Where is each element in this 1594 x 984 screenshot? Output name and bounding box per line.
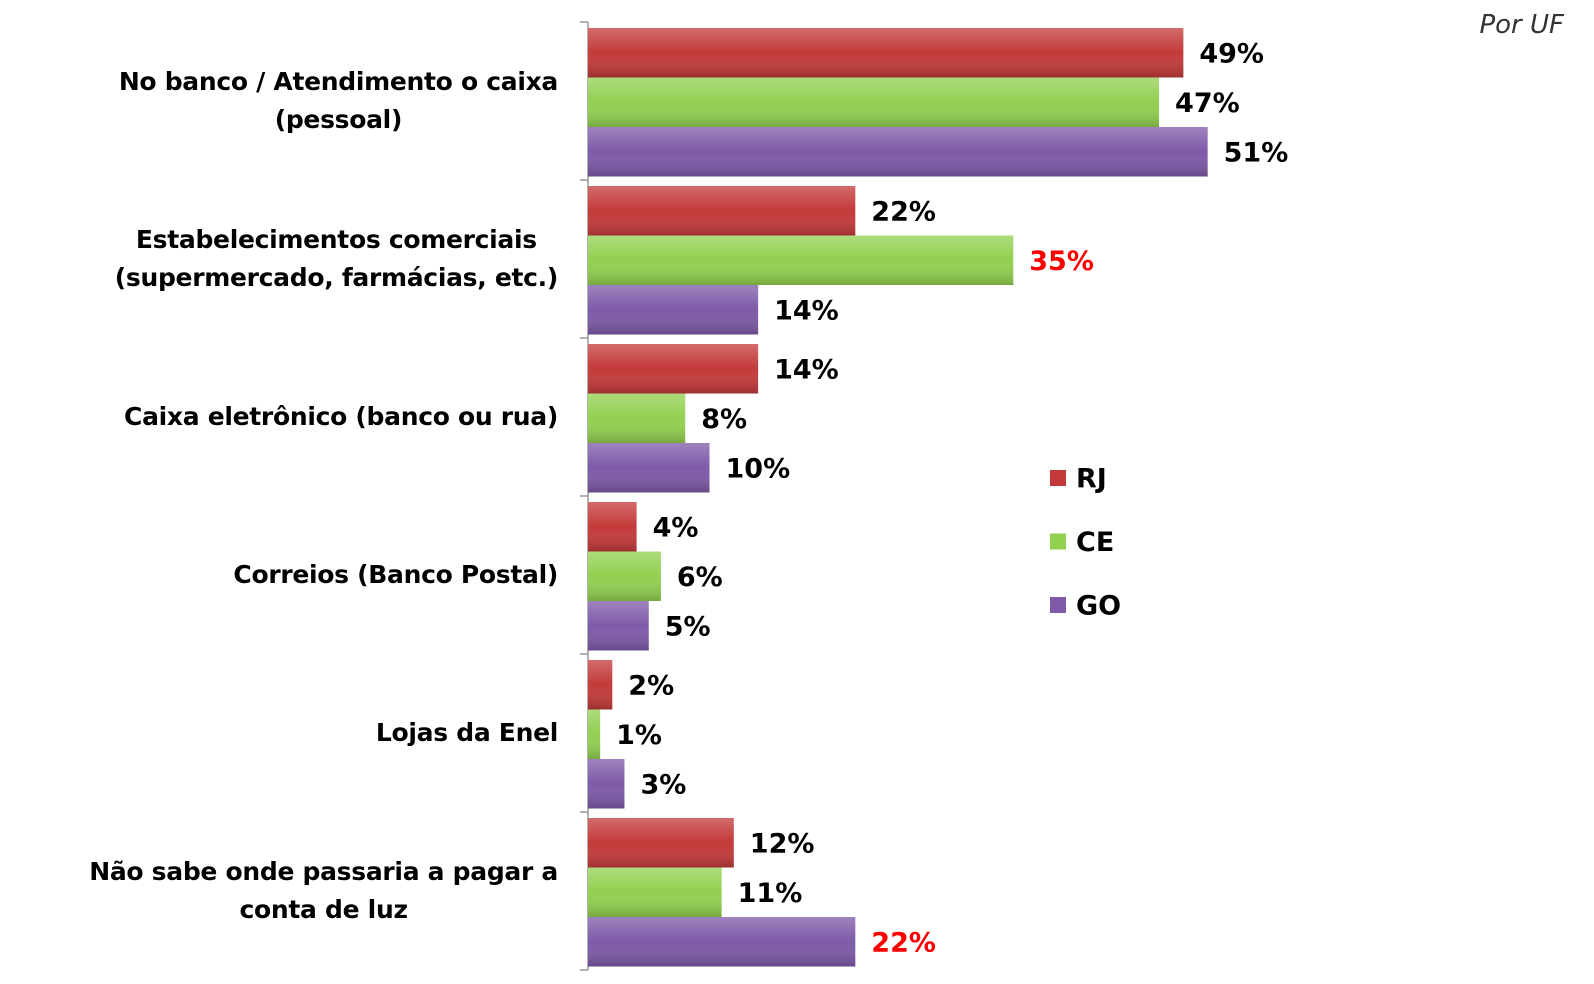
- value-label: 11%: [738, 878, 803, 909]
- value-label: 22%: [871, 196, 936, 227]
- bar-shade: [588, 867, 722, 917]
- legend-label: CE: [1076, 527, 1114, 558]
- value-label: 14%: [774, 295, 839, 326]
- bar-shade: [588, 344, 759, 394]
- bar-shade: [588, 285, 759, 335]
- bar-shade: [588, 759, 625, 809]
- value-label: 6%: [677, 562, 723, 593]
- bar-shade: [588, 551, 661, 601]
- bar-shade: [588, 443, 710, 493]
- category-label: Correios (Banco Postal): [233, 560, 558, 589]
- category-label: Estabelecimentos comerciais (supermercad…: [114, 225, 559, 292]
- value-label: 5%: [665, 611, 711, 642]
- category-label: No banco / Atendimento o caixa (pessoal): [118, 67, 558, 134]
- bar-shade: [588, 601, 649, 651]
- legend-swatch: [1050, 470, 1066, 486]
- bar-shade: [588, 917, 856, 967]
- value-label: 14%: [774, 354, 839, 385]
- bar-shade: [588, 393, 686, 443]
- value-label: 10%: [726, 453, 791, 484]
- bar-shade: [588, 186, 856, 236]
- value-label: 4%: [653, 512, 699, 543]
- subtitle: Por UF: [1479, 10, 1564, 40]
- legend-swatch: [1050, 597, 1066, 613]
- bar-shade: [588, 28, 1184, 78]
- value-label: 8%: [701, 404, 747, 435]
- category-label: Lojas da Enel: [375, 718, 558, 747]
- category-label: Caixa eletrônico (banco ou rua): [124, 402, 558, 431]
- bar-shade: [588, 127, 1208, 177]
- bar-shade: [588, 709, 601, 759]
- bar-shade: [588, 77, 1160, 127]
- bar-shade: [588, 660, 613, 710]
- value-label: 2%: [628, 670, 674, 701]
- legend-swatch: [1050, 533, 1066, 550]
- value-label: 3%: [640, 769, 686, 800]
- category-label: Não sabe onde passaria a pagar a conta d…: [89, 857, 558, 924]
- bar-shade: [588, 818, 734, 868]
- legend-label: RJ: [1076, 464, 1107, 495]
- value-label: 51%: [1224, 137, 1289, 168]
- bar-shade: [588, 235, 1014, 285]
- value-label: 12%: [750, 828, 815, 859]
- value-label: 35%: [1029, 246, 1094, 277]
- legend-label: GO: [1076, 591, 1121, 622]
- value-label: 49%: [1199, 38, 1264, 69]
- bar-shade: [588, 502, 637, 552]
- value-label: 47%: [1175, 88, 1240, 119]
- value-label: 1%: [616, 720, 662, 751]
- value-label: 22%: [871, 927, 936, 958]
